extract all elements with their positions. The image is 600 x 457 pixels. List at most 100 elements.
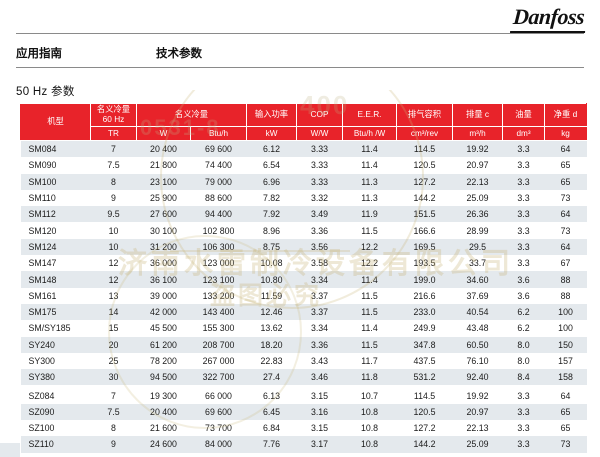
cell-btuh: 102 800 — [190, 222, 247, 239]
cell-tr: 7 — [90, 385, 137, 404]
table-row: SM120 10 30 100 102 800 8.96 3.36 11.5 166.6 28.… — [20, 222, 587, 239]
table-row: SM161 13 39 000 133 200 11.59 3.37 11.5 216.6 37… — [20, 287, 587, 304]
cell-model: SM161 — [20, 287, 91, 304]
cell-btuh: 322 700 — [190, 369, 247, 387]
cell-dm3: 3.3 — [502, 238, 545, 256]
cell-kg: 65 — [544, 157, 587, 174]
cell-btuhw: 10.8 — [342, 403, 397, 421]
cell-kw: 6.45 — [246, 403, 297, 421]
spec-table-wrapper: 机型 名义冷量 60 Hz 名义冷量 输入功率 COP E.E.R. 排气容积 … — [20, 103, 588, 453]
cell-model: SZ084 — [20, 385, 91, 404]
cell-kg: 64 — [544, 140, 587, 158]
cell-cm3rev: 114.5 — [396, 140, 453, 158]
table-row: SM100 8 23 100 79 000 6.96 3.33 11.3 127.2 22.13… — [20, 173, 587, 190]
cell-m3h: 92.40 — [452, 369, 503, 387]
cell-btuhw: 10.8 — [342, 420, 397, 437]
cell-dm3: 8.0 — [502, 336, 545, 353]
cell-w: 94 500 — [136, 369, 191, 387]
cell-kw: 7.76 — [246, 436, 297, 453]
col-header-nominal-60hz: 名义冷量 60 Hz — [90, 103, 137, 127]
cell-model: SY300 — [20, 352, 91, 370]
cell-w: 19 300 — [136, 385, 191, 404]
cell-dm3: 8.4 — [502, 369, 545, 387]
cell-ww: 3.37 — [296, 287, 343, 304]
header-row-units: TR W Btu/h kW W/W Btu/h /W cm³/rev m³/h … — [21, 126, 588, 141]
cell-ww: 3.32 — [296, 189, 343, 207]
cell-m3h: 25.09 — [452, 189, 503, 207]
cell-kw: 8.75 — [246, 238, 297, 256]
cell-btuh: 88 600 — [190, 189, 247, 207]
cell-btuhw: 11.3 — [342, 189, 397, 207]
cell-ww: 3.15 — [296, 420, 343, 437]
cell-tr: 12 — [90, 271, 137, 288]
cell-btuh: 133 200 — [190, 287, 247, 304]
cell-dm3: 3.3 — [502, 222, 545, 239]
cell-kg: 157 — [544, 352, 587, 370]
cell-w: 30 100 — [136, 222, 191, 239]
cell-model: SM110 — [20, 189, 91, 207]
cell-cm3rev: 199.0 — [396, 271, 453, 288]
col-header-net-weight: 净重 d — [544, 103, 588, 127]
spec-table-head: 机型 名义冷量 60 Hz 名义冷量 输入功率 COP E.E.R. 排气容积 … — [20, 103, 588, 141]
cell-cm3rev: 120.5 — [396, 403, 453, 421]
cell-ww: 3.49 — [296, 206, 343, 223]
cell-tr: 12 — [90, 255, 137, 272]
cell-tr: 25 — [90, 352, 137, 370]
cell-cm3rev: 151.5 — [396, 206, 453, 223]
cell-btuh: 69 600 — [190, 140, 247, 158]
cell-tr: 7 — [90, 140, 137, 158]
cell-m3h: 22.13 — [452, 420, 503, 437]
cell-ww: 3.46 — [296, 369, 343, 387]
cell-ww: 3.37 — [296, 303, 343, 321]
cell-kw: 12.46 — [246, 303, 297, 321]
table-row: SY240 20 61 200 208 700 18.20 3.36 11.5 347.8 60… — [20, 336, 587, 353]
cell-w: 25 900 — [136, 189, 191, 207]
cell-btuh: 66 000 — [190, 385, 247, 404]
cell-kw: 11.59 — [246, 287, 297, 304]
cell-ww: 3.33 — [296, 157, 343, 174]
cell-tr: 7.5 — [90, 157, 137, 174]
col-header-displacement-volume: 排气容积 — [396, 103, 454, 127]
cell-kg: 65 — [544, 173, 587, 190]
cell-model: SZ110 — [20, 436, 91, 453]
cell-tr: 10 — [90, 238, 137, 256]
unit-tr: TR — [90, 126, 137, 141]
col-header-eer: E.E.R. — [342, 103, 398, 127]
cell-m3h: 29.5 — [452, 238, 503, 256]
cell-btuh: 106 300 — [190, 238, 247, 256]
cell-kw: 6.12 — [246, 140, 297, 158]
cell-cm3rev: 166.6 — [396, 222, 453, 239]
cell-w: 27 600 — [136, 206, 191, 223]
col-header-model: 机型 — [20, 103, 91, 141]
cell-kw: 13.62 — [246, 320, 297, 337]
cell-w: 24 600 — [136, 436, 191, 453]
cell-btuh: 79 000 — [190, 173, 247, 190]
header-row-primary: 机型 名义冷量 60 Hz 名义冷量 输入功率 COP E.E.R. 排气容积 … — [20, 103, 588, 141]
cell-model: SZ100 — [20, 420, 91, 437]
danfoss-logo-text: Danfoss — [509, 4, 588, 33]
cell-dm3: 3.3 — [502, 189, 545, 207]
cell-m3h: 20.97 — [452, 403, 503, 421]
breadcrumb-item-guide: 应用指南 — [16, 48, 62, 60]
cell-w: 21 800 — [136, 157, 191, 174]
cell-tr: 14 — [90, 303, 137, 321]
cell-cm3rev: 144.2 — [396, 436, 453, 453]
cell-cm3rev: 233.0 — [396, 303, 453, 321]
cell-m3h: 19.92 — [452, 140, 503, 158]
cell-cm3rev: 114.5 — [396, 385, 453, 404]
cell-ww: 3.15 — [296, 385, 343, 404]
cell-model: SM100 — [20, 173, 91, 190]
table-row: SM110 9 25 900 88 600 7.82 3.32 11.3 144.2 25.09… — [20, 189, 587, 207]
cell-tr: 9 — [90, 436, 137, 453]
cell-btuhw: 11.5 — [342, 287, 397, 304]
breadcrumb-item-specs: 技术参数 — [156, 48, 202, 60]
cell-m3h: 43.48 — [452, 320, 503, 337]
cell-btuhw: 11.7 — [342, 352, 397, 370]
unit-cm3-rev: cm³/rev — [396, 126, 454, 141]
cell-dm3: 3.3 — [502, 255, 545, 272]
cell-ww: 3.34 — [296, 320, 343, 337]
col-header-flow: 排量 c — [452, 103, 504, 127]
cell-kg: 73 — [544, 436, 587, 453]
unit-m3-h: m³/h — [452, 126, 504, 141]
cell-cm3rev: 437.5 — [396, 352, 453, 370]
